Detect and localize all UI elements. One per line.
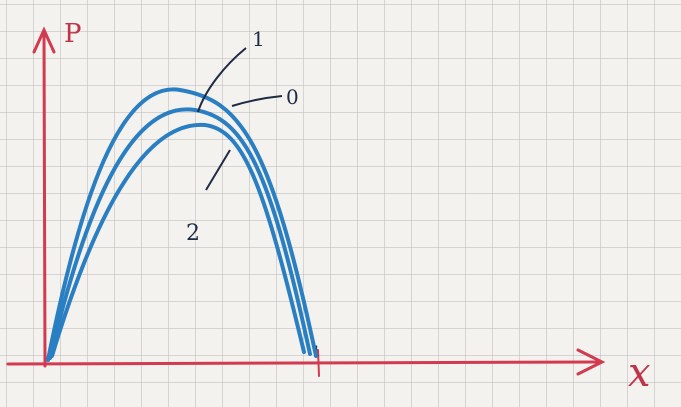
curve-label: 0 bbox=[286, 85, 299, 109]
x-axis bbox=[8, 362, 600, 364]
graph-paper bbox=[0, 0, 681, 407]
y-axis bbox=[44, 32, 45, 366]
x-label: x bbox=[628, 350, 651, 396]
curve-label: 2 bbox=[186, 221, 200, 246]
sketch: P x 1 1 0 2 bbox=[0, 0, 681, 407]
y-label: P bbox=[64, 19, 82, 49]
curve-label: 1 bbox=[252, 27, 265, 51]
